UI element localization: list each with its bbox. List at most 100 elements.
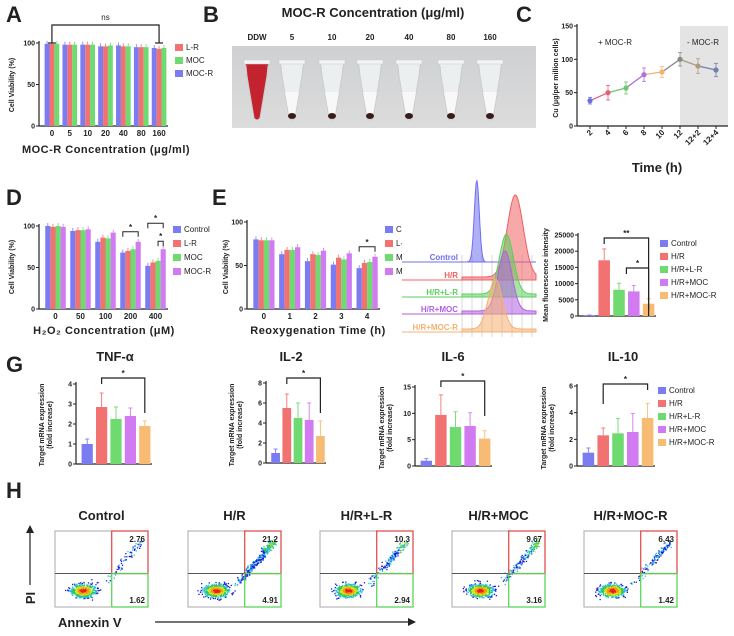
flow-event bbox=[219, 588, 221, 591]
flow-event bbox=[345, 585, 347, 587]
flow-event bbox=[215, 591, 217, 594]
flow-event bbox=[215, 590, 217, 592]
flow-event bbox=[529, 550, 531, 553]
flow-event bbox=[264, 556, 266, 558]
flow-event bbox=[78, 597, 81, 599]
flow-event bbox=[654, 556, 656, 558]
histogram-label: H/R+L-R bbox=[426, 288, 458, 297]
flow-event bbox=[246, 572, 248, 574]
flow-event bbox=[639, 579, 641, 581]
flow-event bbox=[530, 544, 533, 546]
flow-event bbox=[86, 591, 88, 593]
flow-event bbox=[77, 588, 79, 590]
flow-event bbox=[604, 589, 606, 592]
flow-event bbox=[342, 592, 344, 594]
flow-event bbox=[352, 592, 354, 594]
flow-event bbox=[532, 542, 534, 544]
flow-event bbox=[78, 586, 80, 588]
flow-event bbox=[255, 564, 257, 567]
flow-event bbox=[211, 585, 213, 587]
y-tick-label: 2 bbox=[68, 422, 72, 429]
flow-event bbox=[621, 590, 623, 592]
flow-event bbox=[242, 579, 244, 581]
flow-event bbox=[94, 593, 96, 595]
flow-event bbox=[609, 583, 611, 585]
flow-event bbox=[661, 553, 663, 556]
flow-event bbox=[470, 590, 472, 593]
flow-event bbox=[342, 589, 344, 591]
flow-event bbox=[213, 592, 215, 594]
flow-event bbox=[226, 589, 229, 591]
flow-event bbox=[615, 588, 618, 590]
bar bbox=[341, 259, 347, 309]
flow-event bbox=[487, 596, 489, 598]
flow-event bbox=[82, 590, 84, 593]
flow-event bbox=[125, 559, 127, 561]
flow-event bbox=[129, 556, 131, 558]
flow-event bbox=[214, 595, 216, 597]
flow-event bbox=[212, 586, 215, 588]
bar bbox=[95, 241, 101, 309]
flow-event bbox=[76, 591, 78, 593]
lower-right-percentage: 3.16 bbox=[526, 596, 542, 605]
flow-event bbox=[658, 552, 660, 554]
x-tick-label: 200 bbox=[124, 312, 138, 321]
flow-event bbox=[610, 592, 612, 594]
flow-event bbox=[483, 594, 485, 596]
flow-event bbox=[401, 545, 403, 548]
flow-event bbox=[71, 589, 73, 591]
flow-event bbox=[77, 596, 79, 598]
flow-event bbox=[484, 594, 487, 596]
flow-event bbox=[490, 591, 493, 593]
flow-event bbox=[205, 592, 207, 594]
flow-event bbox=[488, 592, 490, 594]
flow-event bbox=[93, 589, 96, 591]
flow-event bbox=[509, 576, 511, 578]
flow-event bbox=[654, 554, 657, 556]
flow-event bbox=[350, 586, 352, 588]
flow-event bbox=[96, 590, 98, 592]
flow-event bbox=[73, 592, 75, 594]
flow-event bbox=[613, 594, 615, 596]
pellet bbox=[366, 113, 374, 119]
bar bbox=[145, 265, 151, 309]
flow-event bbox=[661, 552, 663, 554]
flow-event bbox=[91, 599, 94, 601]
flow-event bbox=[347, 590, 349, 593]
flow-event bbox=[214, 589, 216, 591]
flow-event bbox=[348, 587, 350, 589]
flow-event bbox=[470, 588, 472, 590]
flow-event bbox=[269, 549, 272, 552]
flow-event bbox=[604, 593, 606, 595]
flow-event bbox=[354, 581, 357, 584]
y-tick-label: 4 bbox=[569, 410, 573, 417]
flow-plot: H/R21.24.91 bbox=[187, 508, 282, 608]
flow-event bbox=[613, 593, 615, 595]
flow-event bbox=[520, 558, 522, 560]
flow-event bbox=[490, 586, 493, 589]
flow-event bbox=[475, 594, 478, 596]
flow-event bbox=[397, 555, 399, 557]
flow-event bbox=[217, 593, 220, 595]
flow-event bbox=[211, 590, 213, 592]
flow-event bbox=[223, 581, 226, 583]
flow-event bbox=[83, 587, 85, 589]
flow-event bbox=[359, 591, 361, 593]
flow-event bbox=[342, 581, 344, 583]
flow-event bbox=[643, 571, 646, 574]
flow-event bbox=[228, 585, 230, 588]
flow-event bbox=[78, 585, 81, 587]
flow-event bbox=[220, 588, 222, 590]
legend-swatch bbox=[660, 279, 668, 286]
flow-event bbox=[485, 587, 488, 589]
flow-event bbox=[478, 587, 480, 589]
flow-event bbox=[217, 585, 219, 587]
flow-event bbox=[75, 584, 77, 587]
flow-event bbox=[392, 555, 394, 558]
flow-event bbox=[348, 596, 351, 598]
bar bbox=[103, 46, 108, 126]
flow-event bbox=[251, 568, 254, 570]
flow-event bbox=[224, 583, 226, 585]
significance-bracket bbox=[101, 377, 146, 413]
line-segment bbox=[661, 58, 681, 73]
